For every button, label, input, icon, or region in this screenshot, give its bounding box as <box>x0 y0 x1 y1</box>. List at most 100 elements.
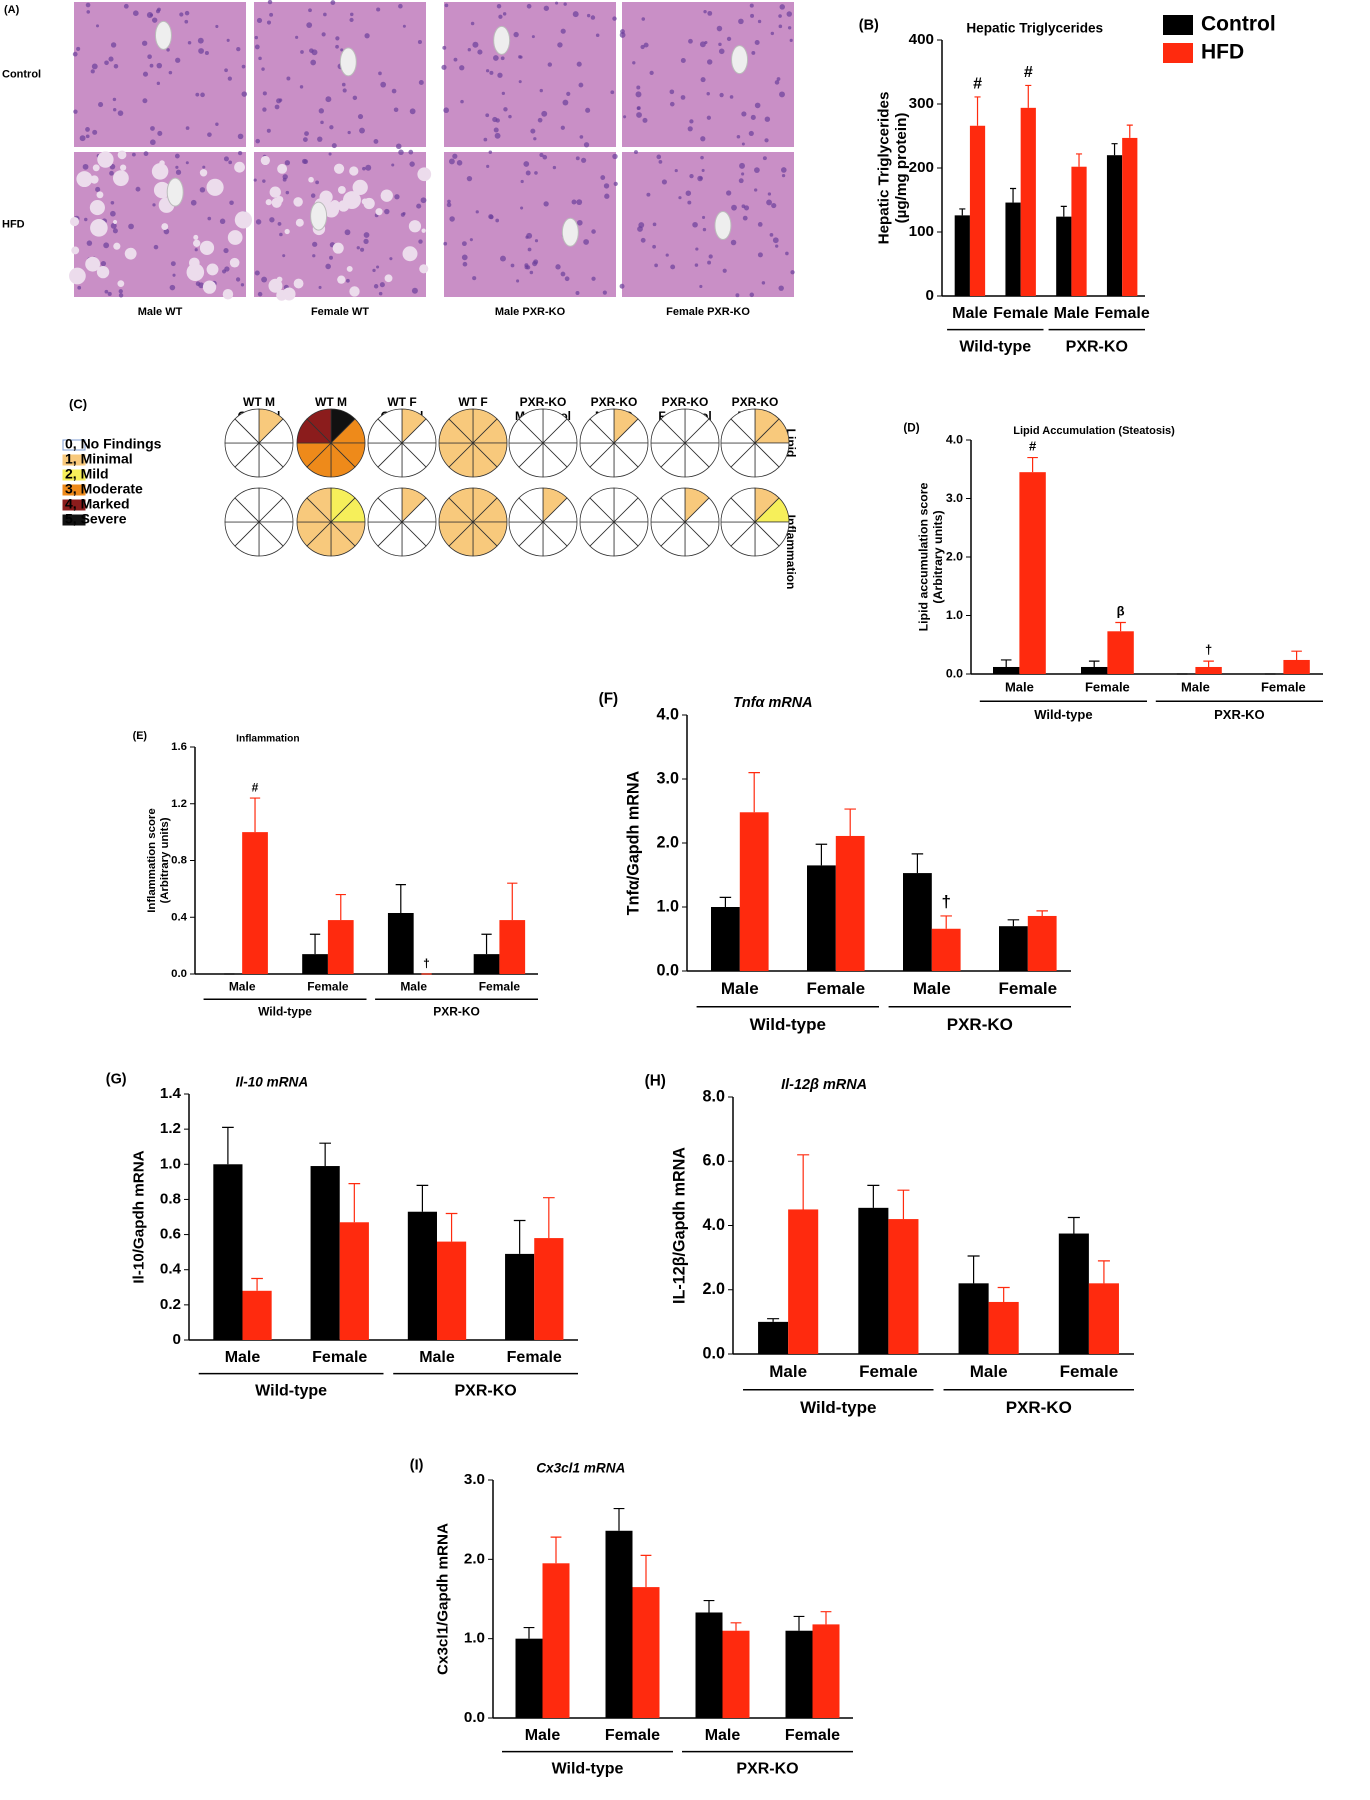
x-tick-label: Female <box>1060 1362 1119 1381</box>
nucleus <box>612 153 618 160</box>
nucleus <box>748 130 754 136</box>
nucleus <box>757 222 763 227</box>
score-slice <box>589 408 615 444</box>
lipid-droplet <box>159 167 166 175</box>
x-tick-label: Female <box>1261 680 1306 695</box>
y-tick-label: 4.0 <box>703 1216 725 1234</box>
score-slice <box>377 408 403 444</box>
lipid-droplet <box>161 223 169 230</box>
nucleus <box>262 107 267 112</box>
nucleus <box>341 82 346 87</box>
error-bar <box>815 843 828 866</box>
nucleus <box>261 67 265 71</box>
bar <box>505 1253 535 1340</box>
error-bar <box>513 1219 526 1254</box>
lipid-droplet <box>96 265 110 279</box>
error-bar <box>703 1599 715 1613</box>
bar <box>695 1612 723 1718</box>
nucleus <box>583 142 590 148</box>
nucleus <box>496 3 502 9</box>
nucleus <box>636 106 641 111</box>
nucleus <box>254 35 258 40</box>
nucleus <box>335 44 339 49</box>
nucleus <box>552 165 557 170</box>
nucleus <box>328 152 332 156</box>
bar <box>310 1166 340 1340</box>
y-tick-label: 1.2 <box>160 1120 181 1137</box>
legend-swatch <box>62 514 86 526</box>
nucleus <box>362 166 366 171</box>
nucleus <box>347 130 351 135</box>
nucleus <box>539 152 544 158</box>
nucleus <box>502 12 507 16</box>
legend-label: 1, Minimal <box>65 451 133 467</box>
error-bar <box>335 893 346 921</box>
nucleus <box>780 167 787 173</box>
lipid-droplet <box>361 198 369 205</box>
y-axis-label: Tnfα/Gapdh mRNA <box>625 770 643 915</box>
nucleus <box>325 96 332 103</box>
error-bar <box>251 1277 263 1291</box>
nucleus <box>207 216 212 221</box>
nucleus <box>152 203 156 207</box>
nucleus <box>110 42 117 48</box>
nucleus <box>310 59 317 66</box>
nucleus <box>389 257 393 261</box>
nucleus <box>500 56 505 61</box>
nucleus <box>185 126 190 130</box>
legend-swatch <box>62 469 86 481</box>
nucleus <box>104 289 109 294</box>
nucleus <box>104 60 109 66</box>
nucleus <box>443 241 448 246</box>
nucleus <box>175 165 179 169</box>
nucleus <box>778 14 782 18</box>
nucleus <box>335 36 340 41</box>
chart-title: Il-10 mRNA <box>236 1074 309 1089</box>
histology-image <box>254 2 426 147</box>
vessel <box>731 45 749 75</box>
nucleus <box>741 142 745 146</box>
nucleus <box>170 261 176 267</box>
lipid-droplet <box>268 278 283 293</box>
bar <box>1056 216 1072 296</box>
nucleus <box>261 276 268 283</box>
nucleus <box>277 222 282 226</box>
nucleus <box>736 134 741 139</box>
nucleus <box>274 104 280 110</box>
nucleus <box>461 254 468 261</box>
y-tick-label: 1.2 <box>171 798 187 810</box>
lipid-droplet <box>124 247 137 260</box>
nucleus <box>352 95 358 101</box>
y-tick-label: 4.0 <box>657 705 679 723</box>
lipid-droplet <box>384 274 393 283</box>
nucleus <box>700 136 706 142</box>
nucleus <box>649 70 654 75</box>
lipid-droplet <box>419 264 429 274</box>
score-slice <box>730 408 756 444</box>
nucleus <box>224 266 230 272</box>
nucleus <box>495 218 500 223</box>
bar <box>515 1638 543 1718</box>
lipid-droplet <box>117 280 125 288</box>
nucleus <box>716 25 723 32</box>
nucleus <box>318 285 322 289</box>
nucleus <box>537 117 543 123</box>
nucleus <box>378 71 382 76</box>
nucleus <box>477 49 483 55</box>
nucleus <box>310 193 316 198</box>
nucleus <box>72 51 78 57</box>
nucleus <box>692 221 698 228</box>
chart-title: Tnfα mRNA <box>733 695 813 711</box>
nucleus <box>488 214 494 220</box>
vessel <box>714 210 732 240</box>
nucleus <box>641 17 646 21</box>
error-bar <box>897 1189 910 1220</box>
nucleus <box>123 3 129 9</box>
nucleus <box>754 167 760 174</box>
nucleus <box>475 210 479 214</box>
legend-label: 3, Moderate <box>65 481 143 497</box>
column-label: WT M <box>243 395 275 409</box>
lipid-droplet <box>222 289 234 300</box>
lipid-droplet <box>188 257 200 269</box>
nucleus <box>376 7 381 12</box>
